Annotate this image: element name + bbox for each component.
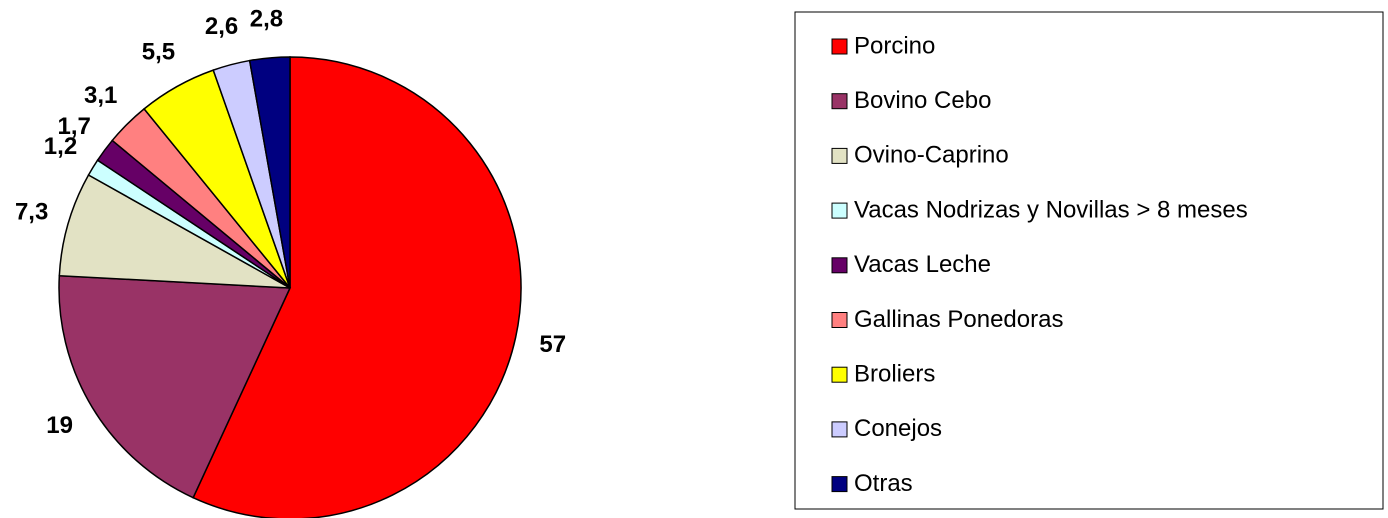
legend-swatch bbox=[831, 366, 848, 383]
value-label: 19 bbox=[46, 412, 73, 439]
legend-label: Gallinas Ponedoras bbox=[854, 306, 1063, 333]
legend-label: Bovino Cebo bbox=[854, 87, 991, 114]
legend-swatch bbox=[831, 93, 848, 110]
value-label: 57 bbox=[539, 331, 566, 358]
pie-slice bbox=[58, 173, 291, 289]
legend-label: Conejos bbox=[854, 415, 942, 442]
legend-label: Vacas Leche bbox=[854, 251, 991, 278]
value-label: 1,7 bbox=[57, 113, 90, 140]
legend-swatch bbox=[831, 38, 848, 55]
value-label: 1,2 bbox=[44, 133, 77, 160]
legend-label: Porcino bbox=[854, 32, 935, 59]
legend-swatch bbox=[831, 476, 848, 493]
legend-swatch bbox=[831, 312, 848, 328]
value-label: 5,5 bbox=[142, 39, 175, 66]
legend-label: Vacas Nodrizas y Novillas > 8 meses bbox=[854, 196, 1248, 223]
legend-label: Broliers bbox=[854, 361, 935, 388]
legend-swatch bbox=[831, 147, 848, 164]
value-label: 7,3 bbox=[15, 198, 48, 225]
legend-swatch bbox=[831, 257, 848, 274]
legend-label: Otras bbox=[854, 470, 913, 497]
value-label: 2,8 bbox=[250, 5, 283, 32]
legend-label: Ovino-Caprino bbox=[854, 142, 1009, 169]
legend-box bbox=[794, 11, 1384, 510]
value-label: 3,1 bbox=[84, 82, 117, 109]
pie-slice bbox=[248, 56, 291, 289]
legend-swatch bbox=[831, 421, 848, 438]
pie-slice bbox=[58, 274, 292, 499]
value-label: 2,6 bbox=[205, 13, 238, 40]
legend-swatch bbox=[831, 202, 848, 219]
